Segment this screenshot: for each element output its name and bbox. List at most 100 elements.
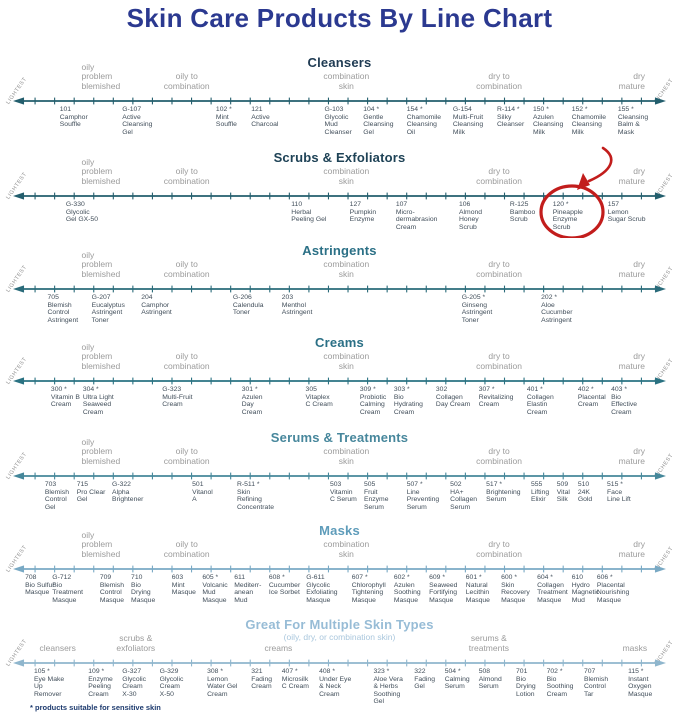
axis-arrow-left: [13, 377, 25, 385]
zone-label: creams: [264, 642, 293, 653]
product-labels: 101 Camphor Souffle G-107 Active Cleansing Gel…: [0, 106, 679, 145]
product-label: 604 * Collagen Treatment Masque: [537, 574, 568, 604]
axis-arrow-left: [13, 565, 25, 573]
section-title: Scrubs & Exfoliators: [273, 150, 406, 165]
product-label: 709 Blemish Control Masque: [99, 574, 124, 604]
product-label: 708 Bio Sulfur Masque: [25, 574, 55, 597]
footnote: * products suitable for sensitive skin: [30, 703, 161, 712]
product-label: 204 Camphor Astringent: [141, 294, 172, 317]
axis-arrow-right: [654, 659, 666, 667]
axis-arrow-right: [654, 97, 666, 105]
section-scrubs-exfoliators: Scrubs & Exfoliators oily problem blemished…: [0, 145, 679, 238]
zone-label: oily problem blemished: [81, 436, 121, 466]
product-label: 601 * Natural Lecithin Masque: [465, 574, 490, 604]
product-label: 502 HA+ Collagen Serum: [450, 481, 478, 511]
product-label: 302 Collagen Day Cream: [435, 386, 471, 409]
axis: [13, 468, 666, 480]
axis-arrow-left: [13, 285, 25, 293]
product-label: 401 * Collagen Elastin Cream: [526, 386, 554, 416]
product-label: 150 * Azulen Cleansing Milk: [533, 106, 564, 136]
section-creams: Creams oily problem blemished oily to combina…: [0, 330, 679, 425]
product-label: 715 Pro Clear Gel: [76, 481, 106, 504]
zone-labels: oily problem blemished oily to combination co…: [0, 250, 679, 280]
zone-labels: oily problem blemished oily to combination co…: [0, 62, 679, 92]
section-title: Cleansers: [307, 55, 372, 70]
zone-labels: cleansers scrubs & exfoliators creams serums…: [0, 624, 679, 654]
product-label: 503 Vitamin C Serum: [329, 481, 357, 504]
product-label: 608 * Cucumber Ice Sorbet: [268, 574, 301, 597]
axis: [13, 655, 666, 667]
product-label: 600 * Skin Recovery Masque: [501, 574, 530, 604]
product-label: 702 * Bio Soothing Cream: [546, 668, 574, 698]
product-label: G-330 Glycolic Gel GX-50: [65, 201, 98, 224]
product-label: 701 Bio Drying Lotion: [516, 668, 536, 698]
axis-arrow-left: [13, 659, 25, 667]
product-label: 707 Blemish Control Tar: [583, 668, 609, 698]
product-label: G-154 Multi-Fruit Cleansing Milk: [452, 106, 484, 136]
zone-label: dry mature: [618, 259, 646, 279]
product-label: 107 Micro-dermabrasion Cream: [395, 201, 438, 231]
product-label: 602 * Azulen Soothing Masque: [393, 574, 421, 604]
section-title: Serums & Treatments: [270, 430, 409, 445]
product-label: 102 * Mint Souffle: [215, 106, 237, 129]
zone-label: oily problem blemished: [81, 341, 121, 371]
section-astringents: Astringents oily problem blemished oily to co…: [0, 238, 679, 330]
product-label: 509 Vital Silk: [556, 481, 570, 504]
zone-label: oily to combination: [163, 539, 210, 559]
axis-arrow-left: [13, 192, 25, 200]
product-label: 309 * Probiotic Calming Cream: [359, 386, 387, 416]
zone-label: oily to combination: [163, 446, 210, 466]
product-label: 101 Camphor Souffle: [59, 106, 88, 129]
product-label: 106 Almond Honey Scrub: [459, 201, 483, 231]
product-label: G-205 * Ginseng Astringent Toner: [461, 294, 493, 324]
product-label: 517 * Brightening Serum: [486, 481, 521, 504]
product-label: 301 * Azulen Day Cream: [241, 386, 263, 416]
product-label: G-107 Active Cleansing Gel: [122, 106, 153, 136]
axis: [13, 188, 666, 200]
product-label: 610 Hydro Magnetic Mud: [571, 574, 600, 604]
axis-arrow-right: [654, 472, 666, 480]
product-label: 202 * Aloe Cucumber Astringent: [541, 294, 573, 324]
product-label: 607 * Chlorophyll Tightening Masque: [351, 574, 386, 604]
product-label: G-103 Glycolic Mud Cleanser: [324, 106, 352, 136]
product-label: 127 Pumpkin Enzyme: [349, 201, 377, 224]
product-label: G-712 Bio Treatment Masque: [52, 574, 84, 604]
axis: [13, 281, 666, 293]
section-title: Masks: [319, 523, 360, 538]
product-label: 157 Lemon Sugar Scrub: [607, 201, 646, 224]
product-label: 323 * Aloe Vera & Herbs Soothing Gel: [373, 668, 403, 706]
section-serums-treatments: Serums & Treatments oily problem blemished o…: [0, 425, 679, 518]
product-label: 403 * Bio Effective Cream: [611, 386, 638, 416]
zone-labels: oily problem blemished oily to combination co…: [0, 530, 679, 560]
axis-line: [13, 285, 666, 293]
zone-label: dry to combination: [476, 351, 522, 371]
zone-label: oily to combination: [163, 166, 210, 186]
zone-labels: oily problem blemished oily to combination co…: [0, 437, 679, 467]
product-labels: G-330 Glycolic Gel GX-50 110 Herbal Peeling G…: [0, 201, 679, 238]
product-labels: 708 Bio Sulfur Masque G-712 Bio Treatment Masq…: [0, 574, 679, 612]
zone-label: oily to combination: [163, 351, 210, 371]
product-label: G-206 Calendula Toner: [232, 294, 264, 317]
section-title: Creams: [315, 335, 364, 350]
product-label: G-207 Eucalyptus Astringent Toner: [91, 294, 125, 324]
product-labels: 300 * Vitamin B Cream 304 * Ultra Light Seawe…: [0, 386, 679, 425]
product-label: 105 * Eye Make Up Remover: [33, 668, 65, 698]
product-label: 154 * Chamomile Cleansing Oil: [406, 106, 442, 136]
product-label: 710 Bio Drying Masque: [131, 574, 156, 604]
zone-label: dry mature: [618, 446, 646, 466]
product-label: 322 Fading Gel: [414, 668, 435, 691]
axis: [13, 373, 666, 385]
product-label: 501 Vitanol A: [192, 481, 213, 504]
product-label: R-511 * Skin Refining Concentrate: [236, 481, 274, 511]
zone-label: combination skin: [323, 539, 370, 559]
axis-line: [13, 192, 666, 200]
axis-arrow-left: [13, 472, 25, 480]
zone-label: cleansers: [39, 642, 76, 653]
product-label: 152 * Chamomile Cleansing Milk: [571, 106, 607, 136]
product-label: 304 * Ultra Light Seaweed Cream: [82, 386, 114, 416]
section-subtitle: (oily, dry, or combination skin): [283, 632, 396, 642]
axis-arrow-left: [13, 97, 25, 105]
product-label: 109 * Enzyme Peeling Cream: [88, 668, 113, 698]
product-label: G-322 Alpha Brightener: [112, 481, 144, 504]
product-label: 508 Almond Serum: [478, 668, 502, 691]
